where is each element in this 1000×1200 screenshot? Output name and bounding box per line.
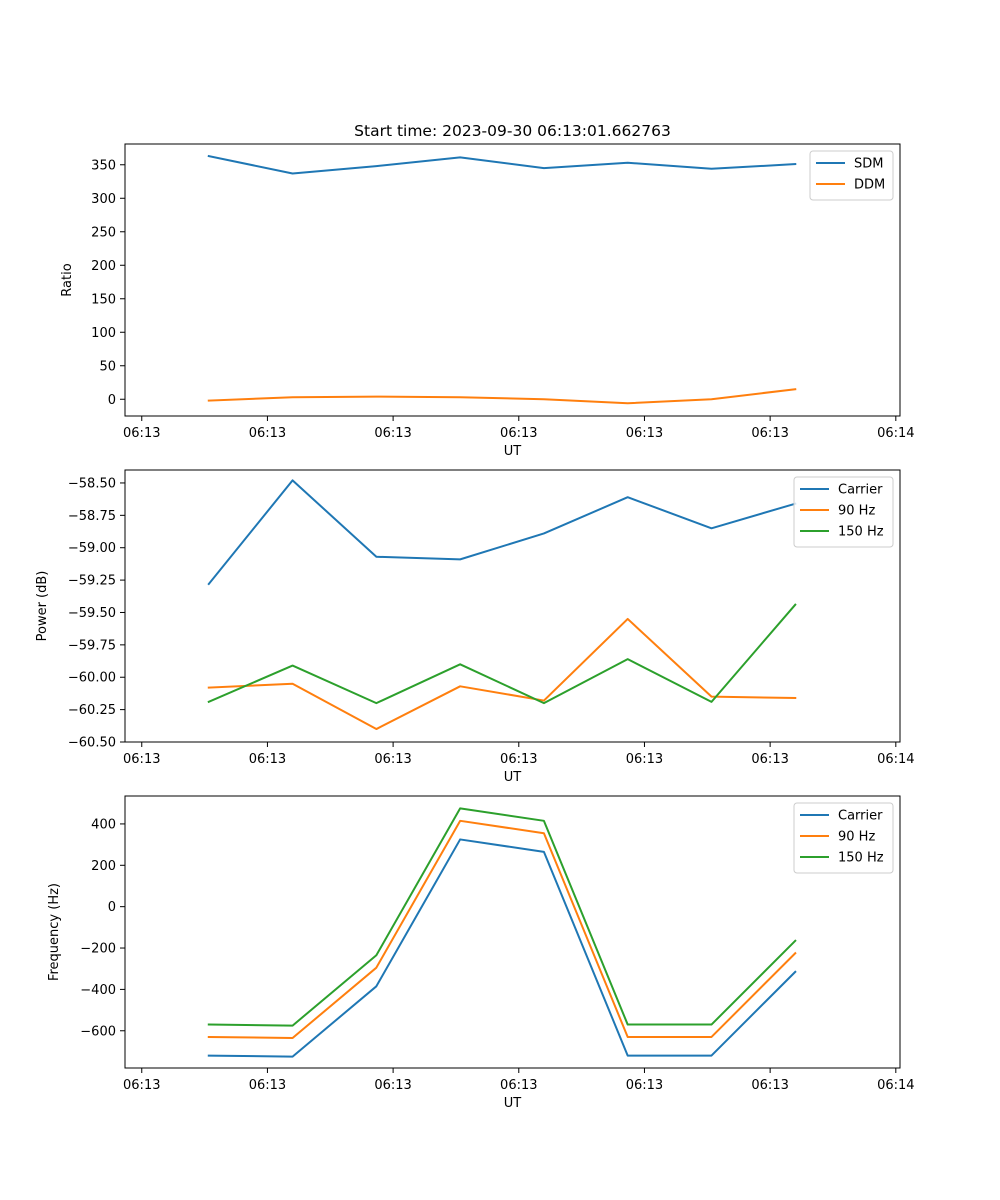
legend-label: SDM — [854, 157, 883, 172]
axes-frame — [124, 143, 901, 417]
y-tick-label: −200 — [80, 942, 116, 957]
x-tick-label: 06:13 — [500, 752, 537, 767]
y-tick-label: 400 — [91, 817, 116, 832]
y-tick-label: −400 — [80, 983, 116, 998]
chart-3-series — [207, 807, 797, 1058]
legend-label: Carrier — [838, 809, 883, 824]
y-tick-label: 300 — [91, 192, 116, 207]
legend-box — [793, 802, 894, 874]
x-tick-label: 06:13 — [249, 426, 286, 441]
y-tick-label: −60.00 — [68, 671, 116, 686]
axes-frame — [124, 795, 901, 1069]
x-tick-label: 06:13 — [500, 426, 537, 441]
x-tick-label: 06:13 — [123, 1078, 160, 1093]
y-tick-label: 200 — [91, 859, 116, 874]
y-tick-label: −58.50 — [68, 476, 116, 491]
x-tick-label: 06:13 — [751, 426, 788, 441]
legend: SDM DDM — [809, 150, 894, 201]
y-tick-label: −59.50 — [68, 606, 116, 621]
x-tick-label: 06:13 — [751, 1078, 788, 1093]
legend: Carrier 90 Hz 150 Hz — [793, 802, 894, 874]
figure-title: Start time: 2023-09-30 06:13:01.662763 — [354, 122, 671, 140]
x-tick-label: 06:13 — [123, 752, 160, 767]
series-line-carrier — [207, 479, 797, 586]
x-tick-label: 06:14 — [877, 426, 914, 441]
y-tick-label: −59.75 — [68, 638, 116, 653]
x-tick-label: 06:13 — [500, 1078, 537, 1093]
x-tick-label: 06:13 — [374, 752, 411, 767]
y-axis-label: Frequency (Hz) — [47, 883, 62, 981]
y-tick-label: −60.50 — [68, 736, 116, 751]
x-tick-label: 06:13 — [626, 426, 663, 441]
series-line-ddm — [207, 388, 797, 405]
x-axis-label: UT — [504, 444, 522, 459]
y-tick-label: 50 — [99, 359, 116, 374]
x-tick-label: 06:13 — [249, 752, 286, 767]
series-line-carrier — [207, 838, 797, 1058]
x-tick-label: 06:13 — [626, 1078, 663, 1093]
legend: Carrier 90 Hz 150 Hz — [793, 476, 894, 548]
chart-1-series — [207, 154, 797, 405]
y-tick-label: 150 — [91, 292, 116, 307]
legend-label: 150 Hz — [838, 851, 884, 866]
y-tick-label: −59.25 — [68, 574, 116, 589]
x-tick-label: 06:13 — [123, 426, 160, 441]
y-tick-label: 0 — [108, 393, 116, 408]
y-axis-label: Power (dB) — [35, 571, 50, 642]
legend-label: 90 Hz — [838, 504, 875, 519]
charts-layer: 06:13 06:13 06:13 06:13 06:13 06:13 06:14 0 50 10… — [35, 143, 915, 1111]
x-axis-label: UT — [504, 770, 522, 785]
y-tick-label: 350 — [91, 158, 116, 173]
y-tick-label: −58.75 — [68, 509, 116, 524]
legend-box — [793, 476, 894, 548]
legend-label: Carrier — [838, 483, 883, 498]
y-tick-label: −60.25 — [68, 703, 116, 718]
y-tick-label: −600 — [80, 1024, 116, 1039]
chart-1: 06:13 06:13 06:13 06:13 06:13 06:13 06:14 0 50 10… — [60, 143, 915, 459]
x-tick-label: 06:13 — [374, 426, 411, 441]
legend-label: 90 Hz — [838, 830, 875, 845]
legend-label: DDM — [854, 178, 885, 193]
chart-3: 06:13 06:13 06:13 06:13 06:13 06:13 06:14 −600 −… — [47, 795, 915, 1111]
y-tick-label: 0 — [108, 900, 116, 915]
x-tick-label: 06:13 — [249, 1078, 286, 1093]
x-tick-label: 06:13 — [626, 752, 663, 767]
y-tick-label: 250 — [91, 225, 116, 240]
y-tick-label: 200 — [91, 259, 116, 274]
axes-frame — [124, 469, 901, 743]
series-line-90-hz — [207, 819, 797, 1040]
x-tick-label: 06:13 — [374, 1078, 411, 1093]
y-tick-label: −59.00 — [68, 541, 116, 556]
x-tick-label: 06:13 — [751, 752, 788, 767]
series-line-150-hz — [207, 807, 797, 1027]
legend-label: 150 Hz — [838, 525, 884, 540]
x-axis-label: UT — [504, 1096, 522, 1111]
x-tick-label: 06:14 — [877, 752, 914, 767]
series-line-150-hz — [207, 603, 797, 705]
series-line-sdm — [207, 154, 797, 175]
x-tick-label: 06:14 — [877, 1078, 914, 1093]
chart-2: 06:13 06:13 06:13 06:13 06:13 06:13 06:14 −60.5… — [35, 469, 915, 785]
y-tick-label: 100 — [91, 326, 116, 341]
series-line-90-hz — [207, 617, 797, 731]
chart-2-series — [207, 479, 797, 731]
y-axis-label: Ratio — [60, 263, 75, 296]
